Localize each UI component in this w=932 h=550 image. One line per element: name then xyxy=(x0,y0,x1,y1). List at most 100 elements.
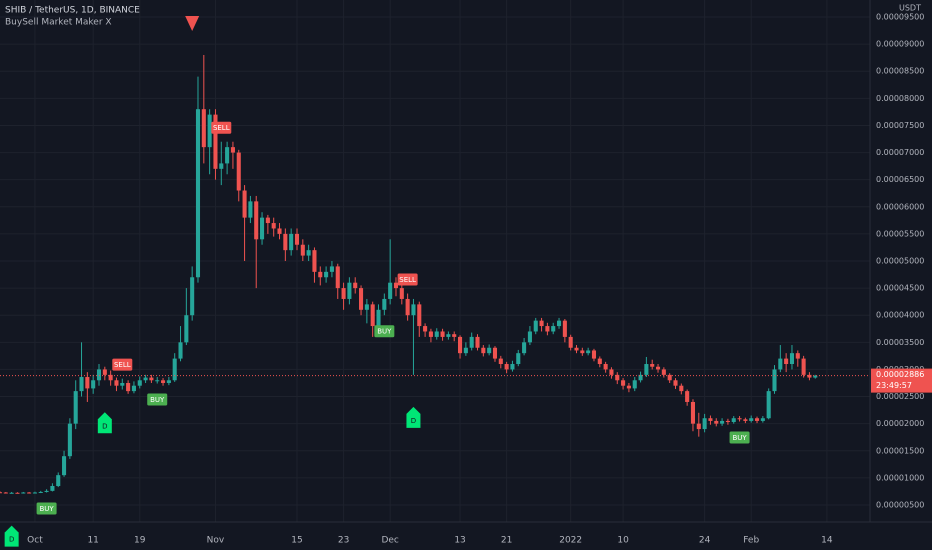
candle-body xyxy=(737,418,742,420)
candle-body xyxy=(62,456,67,476)
candle-body xyxy=(452,334,457,337)
candle-body xyxy=(329,266,334,272)
candle-body xyxy=(615,374,620,381)
candle-body xyxy=(300,244,305,256)
candle-body xyxy=(161,380,166,383)
candle-body xyxy=(15,492,20,494)
candle-body xyxy=(423,326,428,332)
candle-body xyxy=(289,233,294,251)
signal-marker-label: D xyxy=(411,417,416,425)
x-tick-label: 15 xyxy=(291,536,302,546)
signal-label: BUY xyxy=(377,328,392,336)
candle-body xyxy=(801,358,806,375)
candle-body xyxy=(207,114,212,148)
candle-body xyxy=(475,336,480,348)
candle-body xyxy=(213,114,218,169)
y-tick-label: 0.00008000 xyxy=(876,94,924,103)
signal-label: SELL xyxy=(213,124,230,132)
candle-body xyxy=(260,217,265,240)
signal-label: SELL xyxy=(399,276,416,284)
candle-body xyxy=(749,418,754,421)
candle-body xyxy=(149,377,154,381)
candle-body xyxy=(178,342,183,359)
candle-body xyxy=(126,382,131,392)
candle-body xyxy=(446,334,451,337)
candle-body xyxy=(108,374,113,381)
y-tick-label: 0.00002500 xyxy=(876,392,924,401)
candle-body xyxy=(399,288,404,299)
y-tick-label: 0.00001500 xyxy=(876,446,924,455)
candle-body xyxy=(760,418,765,421)
signal-marker-label: D xyxy=(102,422,107,430)
x-tick-label: 11 xyxy=(87,536,98,546)
candle-body xyxy=(533,320,538,332)
candle-body xyxy=(9,492,14,494)
candle-body xyxy=(591,350,597,359)
candle-body xyxy=(254,201,259,240)
signal-label-box xyxy=(374,325,395,338)
candle-body xyxy=(586,350,591,354)
x-tick-label: 21 xyxy=(501,536,512,546)
candle-body xyxy=(306,250,311,256)
x-tick-label: 10 xyxy=(617,536,629,546)
candle-body xyxy=(650,364,655,367)
y-tick-label: 0.00001000 xyxy=(876,473,924,482)
candle-body xyxy=(155,380,160,382)
candle-body xyxy=(807,374,812,378)
candle-body xyxy=(137,380,142,386)
candle-body xyxy=(370,304,375,327)
candle-body xyxy=(510,364,515,370)
y-tick-label: 0.00004500 xyxy=(876,284,924,293)
candle-body xyxy=(67,423,72,457)
candle-body xyxy=(428,331,433,337)
y-tick-label: 0.00006500 xyxy=(876,175,924,184)
candle-body xyxy=(481,347,486,354)
candle-body xyxy=(172,358,177,381)
signal-label-box xyxy=(147,393,168,406)
candle-body xyxy=(91,380,96,389)
indicator-name: BuySell Market Maker X xyxy=(5,18,112,28)
chart-title: SHIB / TetherUS, 1D, BINANCE xyxy=(5,6,140,16)
candle-body xyxy=(318,271,323,278)
candle-body xyxy=(120,382,125,386)
y-tick-label: 0.00003500 xyxy=(876,338,924,347)
signal-label-box xyxy=(397,273,418,286)
candle-body xyxy=(236,152,241,191)
y-tick-label: 0.00007500 xyxy=(876,121,924,130)
candle-body xyxy=(388,282,393,299)
signal-marker xyxy=(406,406,421,428)
candle-body xyxy=(690,401,696,424)
y-tick-label: 0.00005000 xyxy=(876,257,924,266)
y-tick-label: 0.00002000 xyxy=(876,419,924,428)
candle-body xyxy=(376,309,381,327)
candle-body xyxy=(516,353,521,365)
candle-body xyxy=(813,375,818,378)
candle-body xyxy=(411,304,416,316)
candle-body xyxy=(469,336,474,348)
candle-body xyxy=(114,380,119,386)
candle-body xyxy=(277,228,282,234)
y-tick-label: 0.00009500 xyxy=(876,13,924,22)
candle-body xyxy=(96,369,102,381)
y-tick-label: 0.00000500 xyxy=(876,500,924,509)
candle-body xyxy=(644,364,649,375)
candle-body xyxy=(568,336,573,348)
signal-label-box xyxy=(112,358,133,371)
candle-body xyxy=(405,298,410,316)
candle-body xyxy=(195,109,201,278)
candle-body xyxy=(487,347,492,354)
candle-body xyxy=(679,385,684,392)
signal-label-box xyxy=(729,431,750,444)
y-tick-label: 0.00004000 xyxy=(876,311,924,320)
x-tick-label: Nov xyxy=(207,536,225,546)
candle-body xyxy=(44,490,49,492)
candle-body xyxy=(609,369,614,375)
candle-body xyxy=(778,358,783,370)
grid xyxy=(0,0,870,522)
candle-body xyxy=(143,377,148,381)
candle-body xyxy=(73,391,78,424)
candle-body xyxy=(440,331,445,337)
x-tick-label: 2022 xyxy=(559,536,582,546)
candle-body xyxy=(265,217,270,224)
candle-body xyxy=(201,109,206,148)
